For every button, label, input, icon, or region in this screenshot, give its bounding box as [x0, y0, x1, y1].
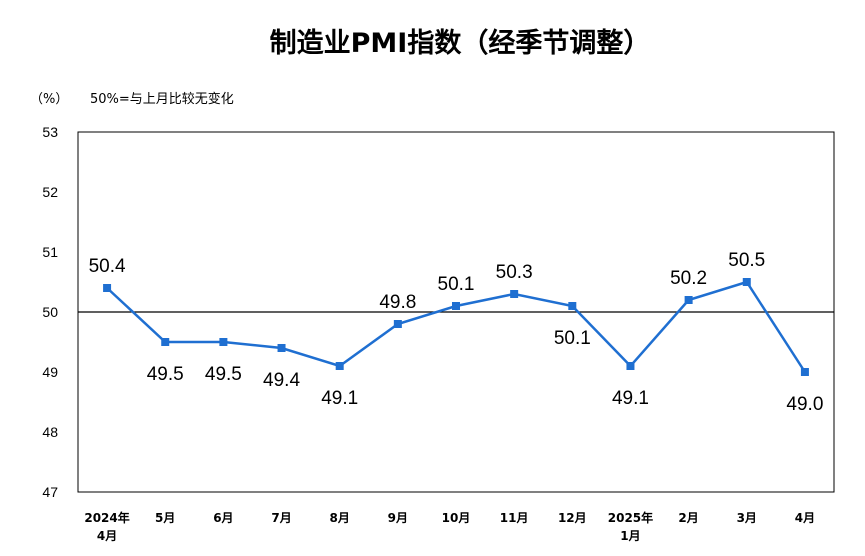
data-label: 50.2 — [670, 268, 707, 289]
y-tick-label: 47 — [42, 484, 58, 500]
x-tick-label: 9月 — [388, 511, 408, 525]
data-point — [161, 338, 170, 346]
data-point — [335, 362, 344, 370]
data-label: 50.4 — [89, 256, 126, 277]
data-label: 50.3 — [496, 262, 533, 283]
x-tick-label: 10月 — [442, 511, 471, 525]
data-label: 49.1 — [612, 388, 649, 409]
data-label: 50.1 — [438, 274, 475, 295]
x-tick-label: 6月 — [213, 511, 233, 525]
chart-title: 制造业PMI指数（经季节调整） — [270, 27, 651, 59]
data-point — [800, 368, 809, 376]
data-label: 49.8 — [379, 292, 416, 313]
data-point — [510, 290, 519, 298]
data-label: 49.1 — [321, 388, 358, 409]
x-tick-label: 12月 — [558, 511, 587, 525]
data-point — [684, 296, 693, 304]
data-markers — [103, 278, 809, 376]
x-tick-label: 2025年 — [608, 510, 653, 525]
y-tick-label: 52 — [42, 184, 58, 200]
x-tick-label: 4月 — [795, 511, 815, 525]
y-tick-label: 51 — [42, 244, 58, 260]
x-tick-label: 4月 — [97, 529, 117, 543]
data-point — [219, 338, 228, 346]
data-label: 50.5 — [728, 250, 765, 271]
x-axis: 2024年 4月 5月 6月 7月 8月 9月 10月 11月 12月 2025年 1月 2月 3月 4月 — [84, 510, 815, 543]
data-point — [452, 302, 460, 310]
x-tick-label: 8月 — [330, 511, 350, 525]
data-point — [568, 302, 577, 310]
data-label: 49.4 — [263, 370, 300, 391]
x-tick-label: 3月 — [737, 511, 757, 525]
x-tick-label: 2024年 — [84, 510, 129, 525]
data-label: 50.1 — [554, 328, 591, 349]
x-tick-label: 7月 — [271, 511, 291, 525]
data-point — [277, 344, 286, 352]
data-point — [626, 362, 635, 370]
series-line — [106, 280, 806, 373]
y-tick-label: 50 — [42, 304, 58, 320]
x-tick-label: 1月 — [620, 529, 640, 543]
x-tick-label: 11月 — [500, 511, 529, 525]
data-label: 49.0 — [786, 394, 823, 415]
data-point — [103, 284, 112, 292]
data-labels: 50.4 49.5 49.5 49.4 49.1 49.8 50.1 50.3 50.1 49.1… — [89, 250, 824, 415]
y-tick-label: 48 — [42, 424, 58, 440]
data-point — [393, 320, 402, 328]
x-tick-label: 2月 — [678, 511, 698, 525]
data-label: 49.5 — [147, 364, 184, 385]
chart-note: 50%=与上月比较无变化 — [90, 91, 234, 107]
data-point — [742, 278, 751, 286]
x-tick-label: 5月 — [155, 511, 175, 525]
y-axis: 47 48 49 50 51 52 53 — [42, 124, 58, 500]
data-label: 49.5 — [205, 364, 242, 385]
y-tick-label: 53 — [42, 124, 58, 140]
y-unit-label: （%） — [30, 92, 68, 107]
y-tick-label: 49 — [42, 364, 58, 380]
